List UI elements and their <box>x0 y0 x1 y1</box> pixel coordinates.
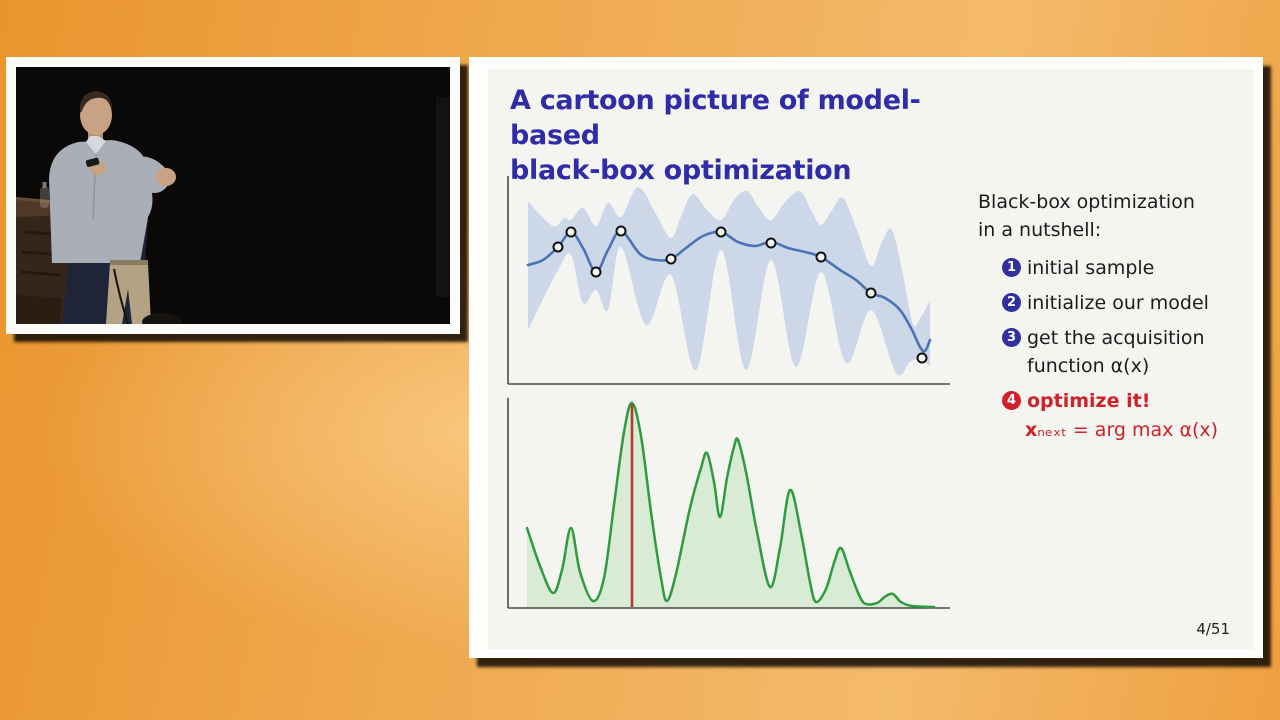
uncertainty-band <box>528 186 930 376</box>
argmax-formula: xₙₑₓₜ = arg max α(x) <box>1025 419 1219 441</box>
presenter-clicker <box>85 157 100 167</box>
step-2-number-badge: 2 <box>1002 293 1021 312</box>
step-3-number-badge: 3 <box>1002 328 1021 347</box>
sample-point <box>565 226 577 238</box>
step-4-label: optimize it! <box>1027 390 1151 412</box>
step-4-number-badge: 4 <box>1002 391 1021 410</box>
slide-title-line2: black-box optimization <box>510 155 852 186</box>
step-2-label: initialize our model <box>1027 292 1209 314</box>
sample-point <box>865 287 877 299</box>
intro-line2: in a nutshell: <box>978 219 1102 241</box>
sample-point <box>916 352 928 364</box>
water-bottle <box>40 182 49 208</box>
webcam-screen <box>16 67 450 324</box>
sample-point <box>765 237 777 249</box>
hair <box>79 91 113 113</box>
speaker-scene <box>16 67 450 324</box>
step-3-label: get the acquisition function α(x) <box>1027 327 1205 377</box>
raised-arm <box>122 156 170 193</box>
intro-line1: Black-box optimization <box>978 191 1195 213</box>
slide-title: A cartoon picture of model-based black-b… <box>510 83 1010 188</box>
hand <box>156 168 176 186</box>
sample-point <box>615 225 627 237</box>
sample-point <box>590 266 602 278</box>
sample-point <box>665 253 677 265</box>
sample-point <box>815 251 827 263</box>
sample-point <box>552 241 564 253</box>
slide-title-line1: A cartoon picture of model-based <box>510 85 921 151</box>
notes-column: Black-box optimization in a nutshell: 1 … <box>975 188 1275 444</box>
acquisition-function-plot <box>507 398 950 609</box>
step-1: 1 initial sample <box>975 254 1275 282</box>
surrogate-model-plot <box>507 176 950 385</box>
speaker-figure <box>49 91 176 324</box>
audience-head <box>142 313 182 324</box>
acquisition-curve <box>525 401 936 609</box>
page-number: 4/51 <box>1196 620 1230 638</box>
acquisition-area <box>527 402 934 608</box>
step-3: 3 get the acquisition function α(x) <box>975 324 1275 380</box>
step-2: 2 initialize our model <box>975 289 1275 317</box>
collar <box>86 136 106 154</box>
head <box>80 95 112 135</box>
slide-card: A cartoon picture of model-based black-b… <box>469 57 1263 658</box>
mic-cable <box>113 268 129 324</box>
sample-point <box>715 226 727 238</box>
step-4: 4 optimize it! <box>975 387 1275 415</box>
stage-edge <box>436 97 450 297</box>
step-1-number-badge: 1 <box>1002 258 1021 277</box>
intro-text: Black-box optimization in a nutshell: <box>975 188 1275 244</box>
step-1-label: initial sample <box>1027 257 1155 279</box>
webcam-card <box>6 57 460 334</box>
slide-content: A cartoon picture of model-based black-b… <box>488 69 1254 649</box>
trousers <box>106 263 151 324</box>
